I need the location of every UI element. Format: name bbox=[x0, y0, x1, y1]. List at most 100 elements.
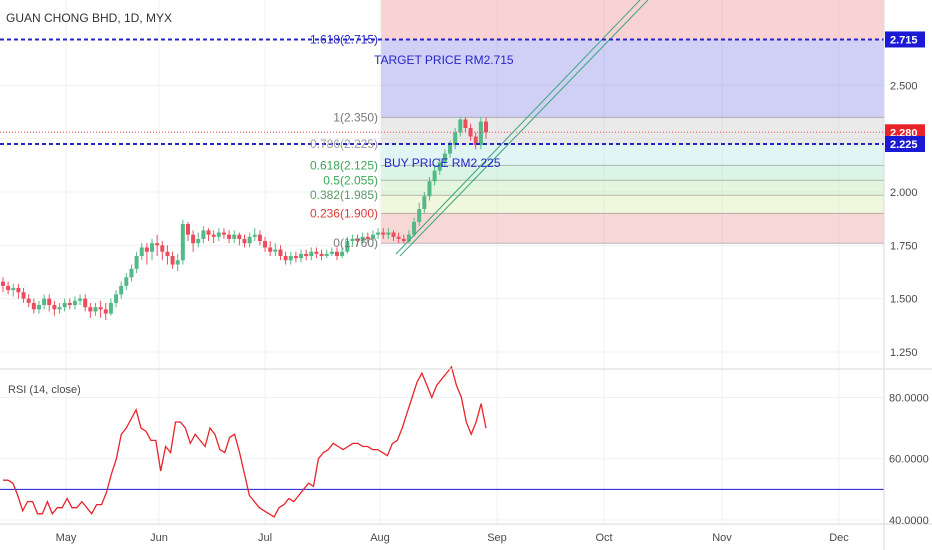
price-tick-label: 1.500 bbox=[890, 294, 918, 306]
candle-body bbox=[252, 234, 257, 237]
target-price-annotation: TARGET PRICE RM2.715 bbox=[374, 53, 514, 67]
candle-body bbox=[334, 251, 339, 256]
candle-body bbox=[283, 256, 288, 261]
price-tick-label: 2.000 bbox=[890, 187, 918, 199]
candle-body bbox=[468, 128, 473, 137]
fib-level-label: 0.382(1.985) bbox=[310, 188, 378, 202]
month-tick-label: Jul bbox=[258, 532, 272, 544]
candle-body bbox=[185, 224, 190, 235]
buy-price-annotation: BUY PRICE RM2.225 bbox=[384, 156, 501, 170]
candle-body bbox=[16, 288, 21, 293]
candle-body bbox=[211, 234, 216, 237]
channel-line-lower bbox=[399, 0, 649, 257]
candle-body bbox=[391, 232, 396, 237]
candle-body bbox=[406, 234, 411, 242]
rsi-tick-label: 60.0000 bbox=[889, 454, 929, 466]
candle-body bbox=[293, 256, 298, 259]
price-badge-label: 2.225 bbox=[890, 139, 918, 151]
candle-body bbox=[170, 256, 175, 265]
candle-body bbox=[448, 145, 453, 154]
candle-body bbox=[350, 238, 355, 242]
candle-body bbox=[484, 121, 488, 133]
candle-body bbox=[78, 298, 83, 301]
month-tick-label: May bbox=[56, 532, 77, 544]
fib-level-label: 0.618(2.125) bbox=[310, 158, 378, 172]
candle-body bbox=[144, 247, 149, 252]
price-badge bbox=[885, 31, 925, 48]
fib-level-label: 1.618(2.715) bbox=[310, 32, 378, 46]
candle-body bbox=[119, 285, 124, 295]
candle-body bbox=[1, 281, 5, 286]
candle-body bbox=[108, 302, 113, 314]
candle-body bbox=[52, 305, 57, 310]
candle-body bbox=[288, 256, 293, 261]
candle-body bbox=[422, 196, 427, 210]
fib-zone bbox=[381, 180, 884, 196]
candle-body bbox=[473, 136, 478, 146]
candle-body bbox=[376, 232, 381, 235]
candle-body bbox=[463, 119, 468, 128]
candle-body bbox=[478, 121, 483, 146]
price-badge bbox=[885, 136, 925, 152]
fib-zone bbox=[381, 195, 884, 214]
candle-body bbox=[386, 232, 391, 235]
month-tick-label: Aug bbox=[370, 532, 390, 544]
candle-body bbox=[150, 243, 155, 252]
symbol-label: GUAN CHONG BHD, 1D, MYX bbox=[6, 11, 172, 25]
candle-body bbox=[360, 236, 365, 242]
candle-body bbox=[401, 238, 406, 242]
fib-level-label: 1(2.350) bbox=[333, 110, 378, 124]
candle-body bbox=[62, 302, 67, 308]
candle-body bbox=[196, 238, 201, 244]
candle-body bbox=[26, 298, 31, 303]
month-tick-label: Nov bbox=[712, 532, 732, 544]
fib-level-label: 0.786(2.225) bbox=[310, 137, 378, 151]
channel-line-upper bbox=[395, 0, 641, 255]
candle-body bbox=[355, 238, 360, 242]
candle-body bbox=[221, 232, 226, 235]
candle-body bbox=[247, 236, 252, 244]
candle-body bbox=[381, 232, 386, 235]
candle-body bbox=[263, 241, 268, 248]
candle-body bbox=[114, 294, 119, 303]
candle-body bbox=[278, 249, 283, 256]
candle-body bbox=[103, 309, 108, 314]
candle-body bbox=[340, 251, 345, 256]
candle-body bbox=[31, 302, 36, 310]
candle-body bbox=[365, 236, 370, 239]
candle-body bbox=[242, 238, 247, 244]
candle-body bbox=[72, 300, 77, 306]
rsi-line bbox=[3, 365, 487, 518]
fib-level-label: 0.236(1.900) bbox=[310, 206, 378, 220]
candle-body bbox=[309, 251, 314, 256]
candle-body bbox=[93, 307, 98, 312]
price-badge-label: 2.715 bbox=[890, 34, 918, 46]
rsi-title: RSI (14, close) bbox=[8, 384, 81, 396]
candle-body bbox=[370, 234, 375, 239]
candle-body bbox=[345, 241, 350, 252]
fib-zone bbox=[381, 0, 884, 40]
candle-body bbox=[396, 236, 401, 239]
candle-body bbox=[268, 247, 273, 252]
rsi-tick-label: 80.0000 bbox=[889, 393, 929, 405]
fib-zone bbox=[381, 39, 884, 118]
candle-body bbox=[432, 170, 437, 182]
candle-body bbox=[417, 209, 422, 222]
candle-body bbox=[319, 253, 324, 256]
candle-body bbox=[304, 253, 309, 256]
candle-body bbox=[216, 232, 221, 237]
candle-body bbox=[67, 302, 72, 306]
candle-body bbox=[232, 234, 237, 239]
candle-body bbox=[453, 132, 458, 146]
fib-zone bbox=[381, 165, 884, 181]
candle-body bbox=[83, 298, 88, 308]
candle-body bbox=[155, 243, 160, 246]
candle-body bbox=[42, 298, 47, 306]
candle-body bbox=[206, 230, 211, 235]
candle-body bbox=[98, 307, 103, 310]
month-tick-label: Dec bbox=[829, 532, 849, 544]
candle-body bbox=[57, 307, 62, 310]
candle-body bbox=[175, 260, 180, 265]
candle-body bbox=[129, 268, 134, 278]
